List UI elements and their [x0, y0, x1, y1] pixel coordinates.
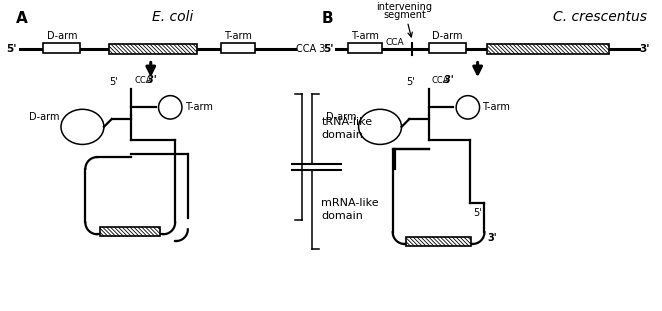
Text: A: A: [16, 11, 28, 26]
Bar: [406, 237, 471, 246]
Text: T-arm: T-arm: [224, 31, 252, 41]
Text: 5': 5': [109, 77, 118, 87]
Text: D-arm: D-arm: [326, 112, 357, 122]
Text: CCA 3': CCA 3': [296, 44, 328, 54]
Text: 5': 5': [7, 44, 17, 54]
Text: tRNA-like
domain: tRNA-like domain: [322, 117, 373, 140]
Text: T-arm: T-arm: [351, 31, 379, 41]
Text: CCA: CCA: [432, 76, 449, 85]
Text: E. coli: E. coli: [152, 10, 193, 24]
Bar: [44, 43, 81, 53]
Text: CCA: CCA: [134, 76, 152, 85]
Bar: [487, 44, 609, 54]
Text: 3': 3': [487, 233, 497, 243]
Bar: [109, 44, 197, 54]
Text: 5': 5': [322, 44, 333, 54]
Text: 3': 3': [147, 75, 157, 85]
Bar: [429, 43, 466, 53]
Bar: [100, 227, 160, 236]
Text: B: B: [322, 11, 333, 26]
Text: 5': 5': [473, 208, 481, 218]
Bar: [221, 43, 255, 53]
Text: intervening: intervening: [377, 2, 432, 12]
Text: 3': 3': [444, 75, 454, 85]
Text: CCA: CCA: [385, 38, 404, 47]
Text: T-arm: T-arm: [185, 102, 213, 112]
Text: T-arm: T-arm: [483, 102, 510, 112]
Text: segment: segment: [383, 10, 426, 20]
Text: C. crescentus: C. crescentus: [553, 10, 647, 24]
Text: D-arm: D-arm: [47, 31, 77, 41]
Text: 3': 3': [639, 44, 650, 54]
Text: mRNA-like
domain: mRNA-like domain: [322, 198, 379, 221]
Text: D-arm: D-arm: [432, 31, 463, 41]
Text: D-arm: D-arm: [28, 112, 59, 122]
Bar: [348, 43, 382, 53]
Text: 5': 5': [406, 77, 415, 87]
